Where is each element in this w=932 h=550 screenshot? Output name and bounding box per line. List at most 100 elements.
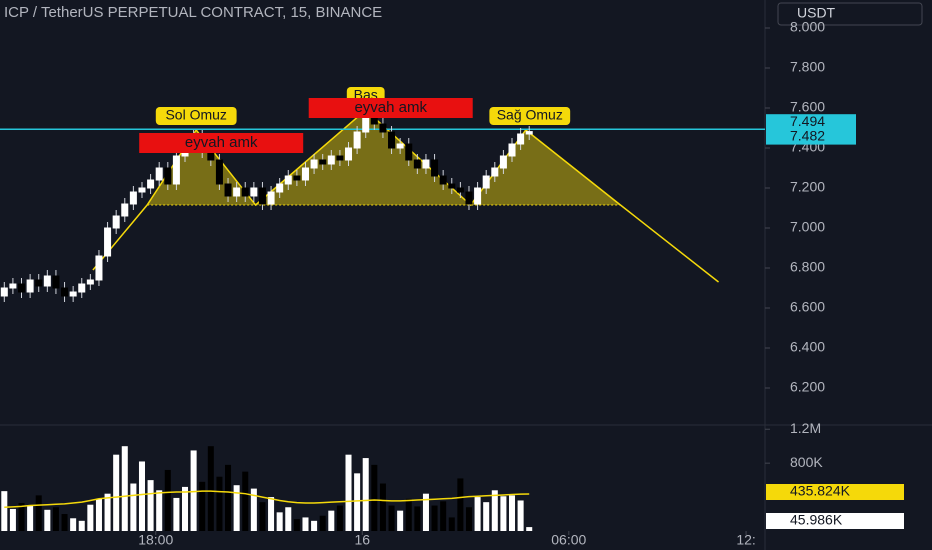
volume-bar bbox=[526, 527, 533, 531]
volume-bar bbox=[242, 471, 249, 531]
volume-bar bbox=[173, 497, 180, 531]
volume-bar bbox=[397, 510, 404, 531]
candle-body bbox=[344, 147, 353, 161]
reference-price-label: 7.494 bbox=[790, 113, 825, 129]
volume-bar bbox=[250, 488, 257, 531]
candle-body bbox=[422, 159, 430, 169]
volume-bar bbox=[457, 478, 464, 531]
volume-bar bbox=[422, 493, 429, 531]
volume-bar bbox=[95, 498, 102, 531]
volume-bar bbox=[483, 502, 490, 531]
volume-tick-label: 800K bbox=[790, 454, 823, 470]
annotation-box bbox=[155, 107, 237, 125]
annotation-box bbox=[489, 107, 571, 125]
candle-body bbox=[250, 187, 258, 197]
y-tick-label: 6.200 bbox=[790, 379, 825, 395]
candle-body bbox=[276, 183, 284, 193]
candle-body bbox=[172, 155, 180, 185]
candle-body bbox=[474, 187, 482, 205]
volume-bar bbox=[379, 483, 386, 531]
volume-ma bbox=[4, 490, 530, 509]
candle-body bbox=[258, 187, 266, 205]
x-tick-label: 12: bbox=[736, 532, 755, 548]
y-tick-label: 8.000 bbox=[790, 19, 825, 35]
candle-body bbox=[267, 191, 275, 205]
candle-body bbox=[69, 291, 77, 297]
volume-bar bbox=[87, 504, 94, 531]
last-price-label: 7.482 bbox=[790, 127, 825, 143]
volume-bar bbox=[35, 495, 42, 531]
volume-bar bbox=[130, 483, 137, 531]
volume-tick-label: 1.2M bbox=[790, 420, 821, 436]
chart-title: ICP / TetherUS PERPETUAL CONTRACT, 15, B… bbox=[4, 4, 382, 21]
candle-body bbox=[413, 159, 421, 169]
volume-bar bbox=[517, 500, 524, 531]
volume-bar bbox=[207, 446, 214, 531]
candle-body bbox=[26, 279, 34, 293]
volume-bar bbox=[293, 519, 300, 531]
candle-body bbox=[319, 159, 327, 165]
volume-bar bbox=[18, 503, 25, 531]
volume-bar bbox=[319, 515, 326, 531]
candle-body bbox=[508, 143, 516, 157]
y-tick-label: 7.600 bbox=[790, 99, 825, 115]
volume-bar bbox=[113, 454, 120, 531]
volume-bar bbox=[500, 496, 507, 531]
volume-bar bbox=[61, 514, 68, 531]
candle-body bbox=[482, 175, 490, 189]
volume-bar bbox=[336, 505, 343, 531]
volume-ma-label: 435.824K bbox=[790, 483, 851, 499]
volume-bar bbox=[362, 458, 369, 531]
volume-bar bbox=[181, 486, 189, 531]
x-tick-label: 06:00 bbox=[551, 532, 586, 548]
candle-body bbox=[129, 191, 137, 205]
alert-label: eyvah amk bbox=[354, 99, 427, 116]
volume-bar bbox=[328, 510, 335, 531]
candle-body bbox=[327, 155, 335, 165]
volume-bar bbox=[233, 485, 240, 531]
pattern-fill bbox=[147, 110, 621, 205]
volume-bar bbox=[121, 446, 128, 531]
volume-bar bbox=[225, 464, 232, 531]
currency-label[interactable]: USDT bbox=[797, 5, 836, 21]
volume-bar bbox=[27, 505, 34, 531]
reference-price-label-box bbox=[766, 114, 856, 131]
volume-bar bbox=[388, 505, 395, 531]
volume-bar bbox=[474, 497, 481, 531]
candle-body bbox=[112, 215, 120, 229]
volume-bar bbox=[104, 493, 111, 531]
last-price-label-box bbox=[766, 128, 856, 145]
volume-bar bbox=[216, 476, 223, 531]
candle-body bbox=[336, 155, 344, 161]
volume-bar bbox=[44, 509, 51, 531]
alert-box bbox=[308, 98, 473, 118]
candle-body bbox=[405, 143, 413, 161]
candle-body bbox=[293, 175, 301, 181]
currency-button[interactable] bbox=[777, 2, 923, 26]
volume-bar bbox=[285, 507, 292, 531]
y-tick-label: 6.800 bbox=[790, 259, 825, 275]
candle-body bbox=[439, 175, 447, 185]
candle-body bbox=[284, 175, 292, 185]
last-volume-label: 45.986K bbox=[790, 512, 843, 528]
candle-body bbox=[138, 187, 146, 193]
last-volume-box bbox=[766, 513, 904, 529]
x-tick-label: 16 bbox=[354, 532, 370, 548]
volume-bar bbox=[414, 506, 421, 531]
volume-bar bbox=[465, 507, 472, 531]
candle-body bbox=[86, 279, 94, 285]
candle-body bbox=[353, 131, 361, 149]
candle-body bbox=[310, 159, 318, 169]
x-tick-label: 18:00 bbox=[138, 532, 173, 548]
candle-body bbox=[431, 159, 439, 177]
candle-body bbox=[215, 159, 223, 185]
volume-bar bbox=[147, 480, 154, 531]
volume-bar bbox=[259, 502, 266, 531]
volume-bar bbox=[491, 490, 498, 531]
candle-body bbox=[379, 123, 387, 133]
candle-body bbox=[78, 283, 86, 293]
alert-box bbox=[139, 133, 304, 153]
volume-bar bbox=[52, 507, 59, 531]
